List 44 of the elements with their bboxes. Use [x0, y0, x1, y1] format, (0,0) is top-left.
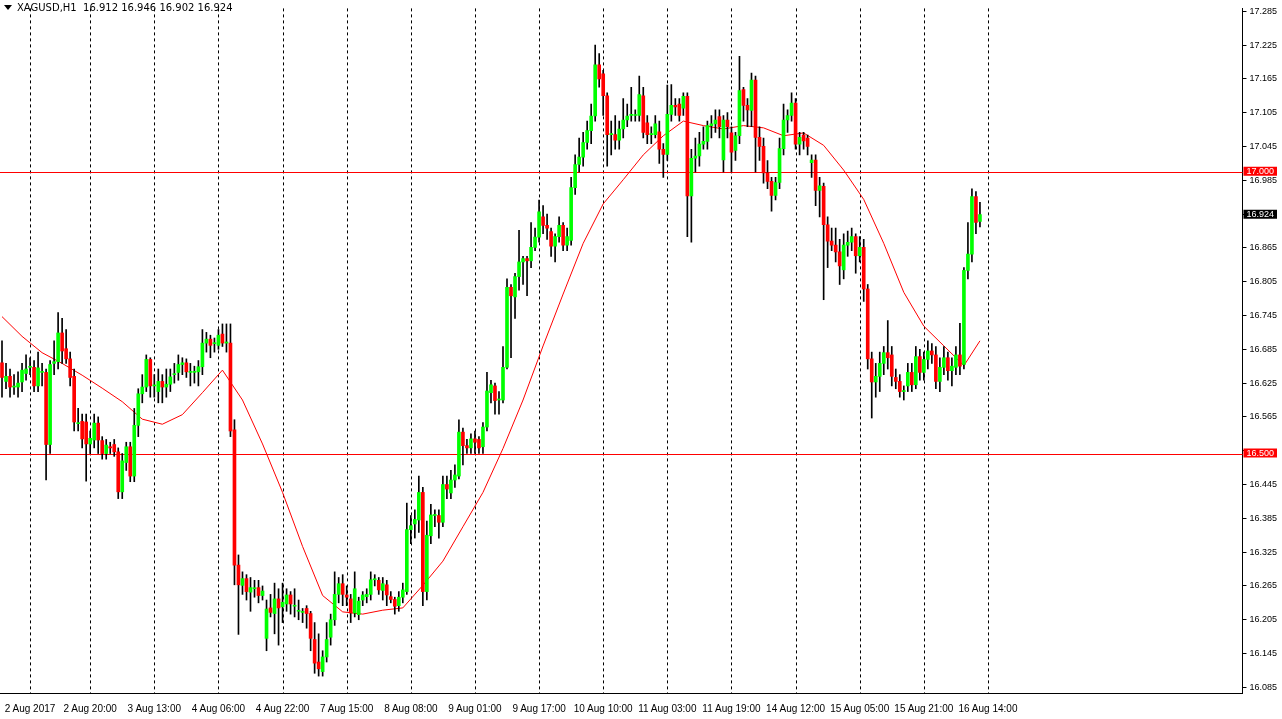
x-tick-label: 4 Aug 06:00: [191, 702, 246, 714]
y-tick-label: 16.625: [1249, 377, 1277, 388]
x-tick-label: 14 Aug 12:00: [766, 702, 826, 714]
y-tick-label: 16.265: [1249, 580, 1277, 591]
y-tick-label: 16.985: [1249, 174, 1277, 185]
x-tick-label: 7 Aug 15:00: [319, 702, 374, 714]
x-tick-label: 3 Aug 13:00: [127, 702, 182, 714]
y-tick-label: 16.805: [1249, 276, 1277, 287]
y-tick-label: 16.085: [1249, 681, 1277, 692]
ref-line-label: 16.500: [1246, 448, 1274, 459]
candlestick: [509, 284, 513, 359]
candlestick: [525, 255, 529, 297]
y-tick-label: 16.565: [1249, 411, 1277, 422]
x-tick-label: 15 Aug 21:00: [894, 702, 954, 714]
x-tick-label: 15 Aug 05:00: [830, 702, 890, 714]
y-tick-label: 17.105: [1249, 107, 1277, 118]
y-tick-label: 17.225: [1249, 39, 1277, 50]
y-tick-label: 16.145: [1249, 648, 1277, 659]
x-tick-label: 11 Aug 19:00: [702, 702, 761, 714]
y-tick-label: 16.685: [1249, 343, 1277, 354]
ref-line-label: 17.000: [1246, 166, 1274, 177]
y-tick-label: 16.205: [1249, 614, 1277, 625]
x-tick-label: 2 Aug 2017: [4, 702, 56, 714]
y-tick-label: 16.325: [1249, 546, 1277, 557]
y-tick-label: 17.165: [1249, 73, 1277, 84]
y-tick-label: 16.385: [1249, 512, 1277, 523]
candlestick: [649, 126, 654, 144]
x-tick-label: 4 Aug 22:00: [255, 702, 310, 714]
y-tick-label: 16.745: [1249, 309, 1277, 320]
x-tick-label: 9 Aug 01:00: [448, 702, 503, 714]
y-tick-label: 16.865: [1249, 242, 1277, 253]
y-tick-label: 17.285: [1249, 5, 1277, 16]
text: 16.924: [1246, 209, 1274, 220]
y-tick-label: 16.445: [1249, 479, 1277, 490]
candlestick: [445, 475, 449, 499]
y-tick-label: 17.045: [1249, 140, 1277, 151]
candlestick: [160, 374, 165, 404]
x-tick-label: 10 Aug 10:00: [573, 702, 634, 714]
x-tick-label: 2 Aug 20:00: [63, 702, 118, 714]
chart-title: XAGUSD,H1 16.912 16.946 16.902 16.924: [17, 2, 233, 13]
x-tick-label: 9 Aug 17:00: [512, 702, 567, 714]
x-tick-label: 16 Aug 14:00: [958, 702, 1018, 714]
x-tick-label: 11 Aug 03:00: [638, 702, 697, 714]
x-tick-label: 8 Aug 08:00: [384, 702, 438, 714]
